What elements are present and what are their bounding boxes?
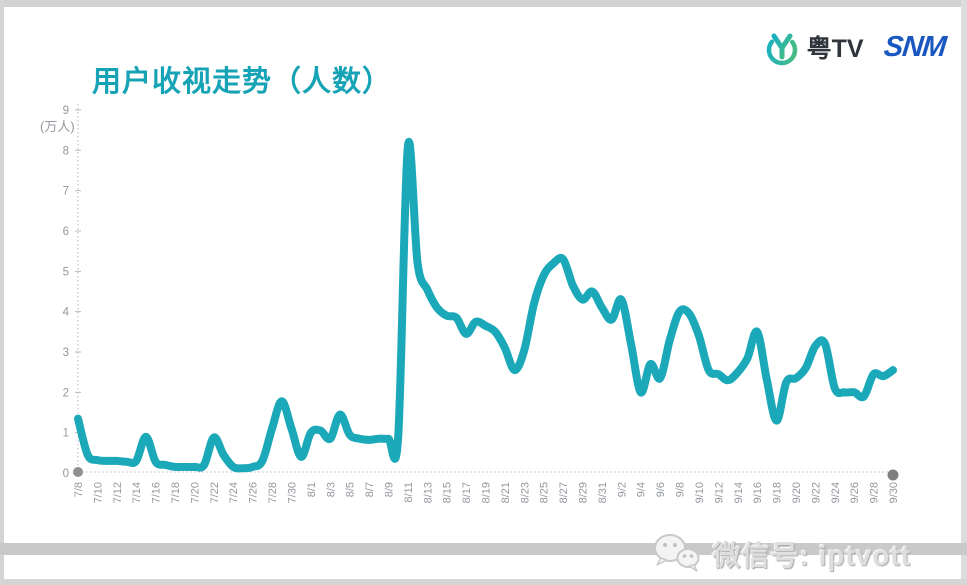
x-tick-label: 9/6 <box>655 482 667 497</box>
x-tick-label: 9/20 <box>791 482 803 503</box>
y-tick-label: 0 <box>63 468 69 480</box>
axis-end-dot <box>887 469 899 481</box>
x-tick-label: 9/24 <box>830 482 842 503</box>
x-tick-label: 8/15 <box>442 482 454 503</box>
y-tick-label: 2 <box>63 387 69 399</box>
x-tick-label: 8/11 <box>403 482 415 503</box>
x-tick-label: 7/20 <box>189 482 201 503</box>
x-tick-label: 7/22 <box>209 482 221 503</box>
y-tick-label: 7 <box>63 186 69 198</box>
chart-title: 用户收视走势（人数） <box>92 66 393 98</box>
x-tick-label: 8/29 <box>578 482 590 503</box>
x-tick-label: 8/31 <box>597 482 609 503</box>
x-tick-label: 9/14 <box>733 482 745 503</box>
wechat-icon <box>654 534 700 572</box>
y-tick-label: 8 <box>63 145 69 157</box>
x-tick-label: 8/25 <box>539 482 551 503</box>
y-tick-label: 4 <box>63 307 70 319</box>
x-tick-label: 9/30 <box>888 482 900 503</box>
trend-line <box>74 138 897 473</box>
x-tick-label: 9/4 <box>636 482 648 497</box>
x-tick-label: 7/10 <box>92 482 104 503</box>
x-tick-label: 7/12 <box>112 482 124 503</box>
x-tick-label: 8/1 <box>306 482 318 497</box>
yuetv-logo-icon <box>766 33 797 66</box>
page-bottom-edge <box>0 579 967 585</box>
x-tick-label: 9/22 <box>810 482 822 503</box>
x-tick-label: 9/2 <box>616 482 628 497</box>
page-top-edge <box>0 0 967 7</box>
x-tick-label: 7/28 <box>267 482 279 503</box>
y-tick-label: 5 <box>63 266 69 278</box>
x-tick-label: 8/7 <box>364 482 376 497</box>
yuetv-logo-text: 粤TV <box>806 35 864 63</box>
y-tick-label: 1 <box>63 428 69 440</box>
x-tick-label: 9/12 <box>713 482 725 503</box>
x-tick-label: 8/17 <box>461 482 473 503</box>
x-tick-label: 7/18 <box>170 482 182 503</box>
y-tick-label: 3 <box>63 347 69 359</box>
x-tick-label: 9/28 <box>869 482 881 503</box>
x-tick-label: 8/5 <box>345 482 357 497</box>
x-tick-label: 8/21 <box>500 482 512 503</box>
x-tick-label: 7/16 <box>151 482 163 503</box>
x-tick-label: 9/8 <box>675 482 687 497</box>
x-tick-label: 7/24 <box>228 482 240 503</box>
page-left-edge <box>0 0 4 585</box>
x-tick-label: 9/26 <box>849 482 861 503</box>
footer-gray-band <box>0 543 967 555</box>
x-tick-label: 8/27 <box>558 482 570 503</box>
axis-origin-dot <box>73 467 83 477</box>
wechat-id-label: 微信号: iptvott <box>712 540 911 571</box>
x-tick-label: 8/23 <box>519 482 531 503</box>
y-tick-label: 9 <box>63 105 69 117</box>
x-tick-label: 7/26 <box>248 482 260 503</box>
page-right-edge <box>961 0 967 585</box>
logo-row: 粤TV SNM <box>761 26 947 68</box>
x-tick-label: 8/19 <box>481 482 493 503</box>
x-tick-label: 9/10 <box>694 482 706 503</box>
x-tick-label: 8/9 <box>383 482 395 497</box>
x-tick-label: 8/3 <box>325 482 337 497</box>
x-tick-label: 7/30 <box>286 482 298 503</box>
y-axis-unit-label: (万人) <box>40 119 75 134</box>
x-tick-label: 9/18 <box>772 482 784 503</box>
yuetv-logo: 粤TV <box>761 26 864 68</box>
wechat-badge: 微信号: iptvott <box>650 531 911 577</box>
y-tick-label: 6 <box>63 226 69 238</box>
x-tick-label: 8/13 <box>422 482 434 503</box>
x-tick-label: 7/8 <box>73 482 85 497</box>
x-tick-label: 7/14 <box>131 482 143 503</box>
x-tick-label: 9/16 <box>752 482 764 503</box>
